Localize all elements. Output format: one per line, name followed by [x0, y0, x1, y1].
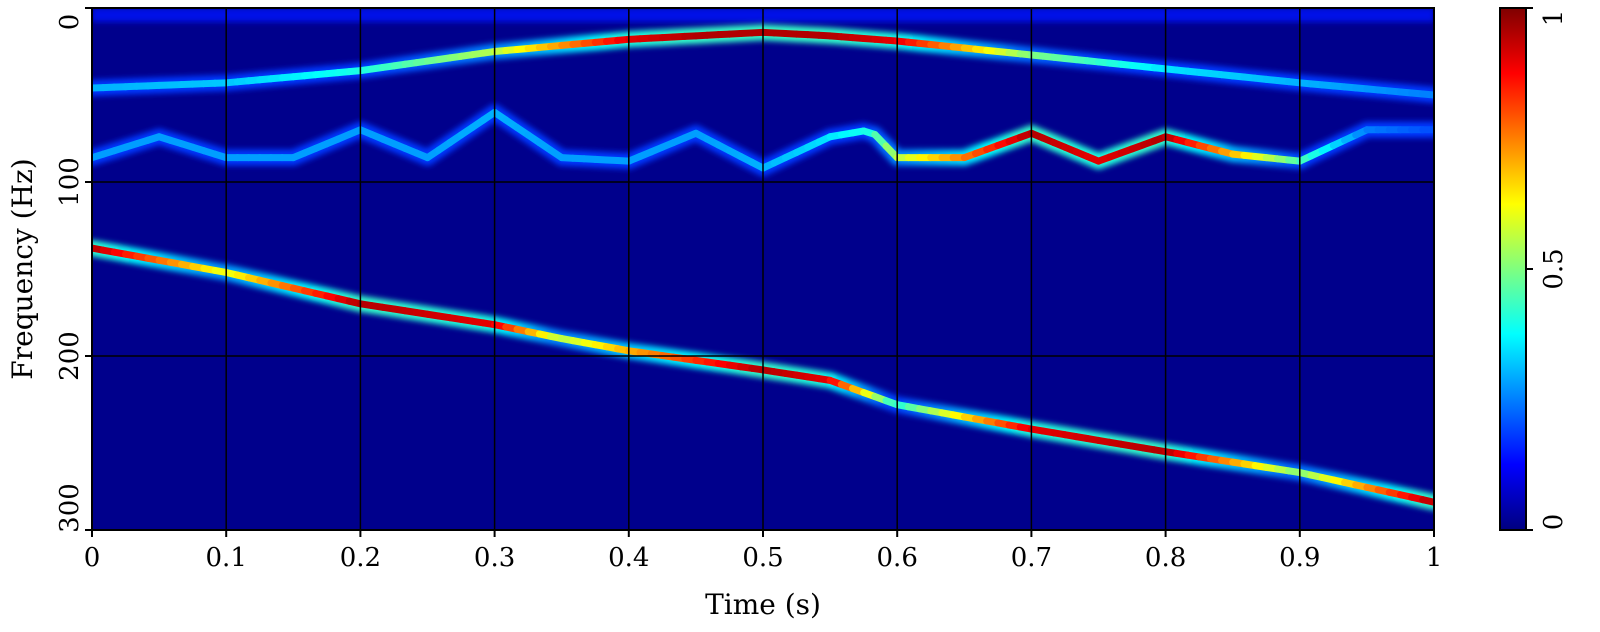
gridlines	[92, 8, 1434, 530]
colorbar-axis: 00.51	[1526, 7, 1569, 531]
x-tick-label: 0.5	[742, 543, 783, 573]
colorbar-tick-label: 1	[1539, 10, 1569, 27]
y-tick-label: 200	[55, 331, 85, 381]
colorbar	[1499, 7, 1527, 531]
x-tick-label: 1	[1426, 543, 1443, 573]
x-tick-label: 0.2	[340, 543, 381, 573]
y-axis-label: Frequency (Hz)	[6, 158, 39, 379]
heatmap-layer	[92, 8, 1434, 511]
y-tick-label: 300	[55, 483, 85, 533]
colorbar-tick-label: 0	[1539, 514, 1569, 531]
ridge-segment	[1419, 90, 1434, 99]
ridge-series-1	[92, 24, 1434, 103]
ridge-segment	[1419, 496, 1434, 506]
x-axis: 0 0.1 0.2 0.3 0.4 0.5 0.6 0.7 0.8 0.9 1	[84, 530, 1443, 573]
x-tick-label: 0.3	[474, 543, 515, 573]
x-tick-label: 0.6	[877, 543, 918, 573]
x-tick-label: 0.1	[206, 543, 247, 573]
ridge-series-2	[92, 104, 1434, 177]
x-axis-label: Time (s)	[705, 588, 821, 621]
y-tick-label: 100	[55, 157, 85, 207]
ridge-series-3	[92, 240, 1434, 511]
x-tick-label: 0.9	[1279, 543, 1320, 573]
x-tick-label: 0	[84, 543, 101, 573]
y-axis: 0 100 200 300	[55, 7, 92, 533]
x-tick-label: 0.4	[608, 543, 649, 573]
x-tick-label: 0.8	[1145, 543, 1186, 573]
y-tick-label: 0	[55, 14, 85, 31]
x-tick-label: 0.7	[1011, 543, 1052, 573]
colorbar-tick-label: 0.5	[1539, 248, 1569, 289]
